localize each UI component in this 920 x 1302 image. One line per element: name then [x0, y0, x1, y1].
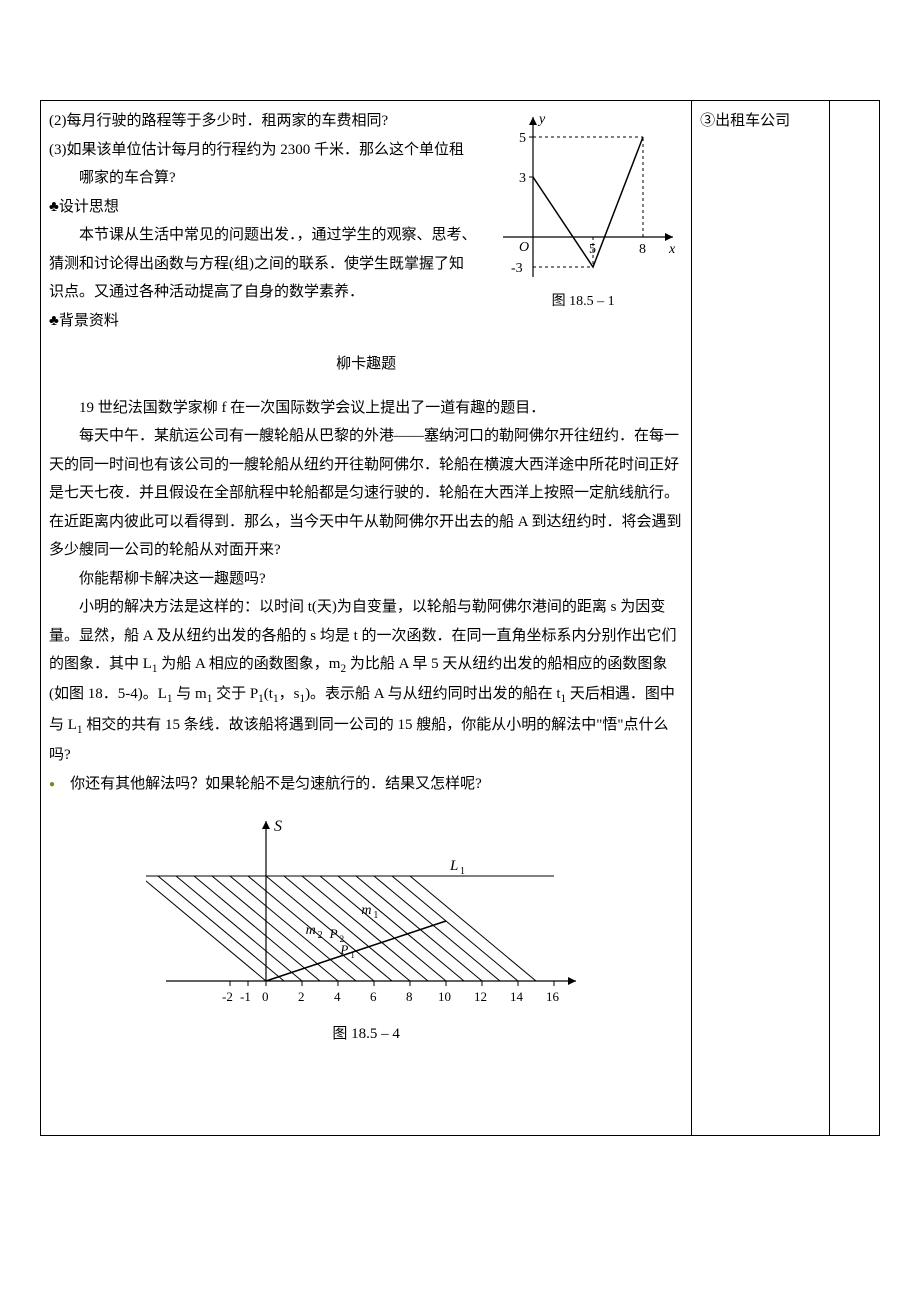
figure-1-wrap: y x O 5 3 -3 5 8 图 18.5 – 1	[483, 107, 683, 316]
svg-text:14: 14	[510, 989, 524, 1004]
svg-text:4: 4	[334, 989, 341, 1004]
svg-text:P: P	[339, 942, 348, 957]
background-p2: 每天中午．某航运公司有一艘轮船从巴黎的外港——塞纳河口的勒阿佛尔开往纽约．在每一…	[49, 422, 683, 565]
figure-2-caption: 图 18.5 – 4	[146, 1020, 586, 1049]
svg-text:8: 8	[639, 242, 646, 257]
svg-text:10: 10	[438, 989, 451, 1004]
svg-text:x: x	[668, 242, 676, 257]
svg-text:2: 2	[318, 930, 323, 941]
spacer	[49, 1049, 683, 1129]
bullet-dot-icon: ●	[49, 779, 55, 790]
svg-text:5: 5	[589, 242, 596, 257]
background-p5: ● 你还有其他解法吗？如果轮船不是匀速航行的．结果又怎样呢?	[49, 770, 683, 799]
side-cell-2	[829, 101, 879, 1136]
figure-2: -2-10246810121416SL1m1m2P2P1	[146, 806, 586, 1016]
svg-text:S: S	[274, 818, 282, 835]
svg-text:-3: -3	[511, 261, 523, 276]
svg-text:12: 12	[474, 989, 487, 1004]
document-table: yxO53-358 图 18.5 – 1 (2)每月行驶的路程等于多少时．租两家…	[40, 100, 880, 1136]
figure-1-caption: 图 18.5 – 1	[483, 289, 683, 316]
svg-text:5: 5	[519, 131, 526, 146]
figure-2-wrap: -2-10246810121416SL1m1m2P2P1 图 18.5 – 4	[146, 806, 586, 1049]
svg-text:1: 1	[373, 910, 378, 921]
svg-text:8: 8	[406, 989, 413, 1004]
svg-text:2: 2	[298, 989, 305, 1004]
svg-text:m: m	[306, 923, 316, 938]
svg-text:y: y	[537, 112, 546, 127]
bg-p4-j: 相交的共有 15 条线．故该船将遇到同一公司的 15 艘船，你能从小明的解法中"…	[49, 717, 669, 763]
svg-text:m: m	[361, 903, 371, 918]
bg-p4-d: 与 m	[173, 686, 207, 702]
svg-text:P: P	[329, 926, 338, 941]
figure-1: y x O 5 3 -3 5 8	[483, 107, 683, 287]
bg-p4-g: ，s	[279, 686, 300, 702]
svg-text:6: 6	[370, 989, 377, 1004]
main-cell: yxO53-358 图 18.5 – 1 (2)每月行驶的路程等于多少时．租两家…	[41, 101, 692, 1136]
bg-p5-text: 你还有其他解法吗？如果轮船不是匀速航行的．结果又怎样呢?	[70, 776, 482, 792]
svg-text:L: L	[449, 858, 458, 874]
svg-text:-2: -2	[222, 989, 233, 1004]
svg-text:1: 1	[350, 950, 355, 960]
svg-text:1: 1	[460, 866, 465, 877]
background-p4: 小明的解决方法是这样的：以时间 t(天)为自变量，以轮船与勒阿佛尔港间的距离 s…	[49, 593, 683, 770]
svg-text:16: 16	[546, 989, 560, 1004]
bg-p4-f: (t	[264, 686, 273, 702]
bg-p4-h: )。表示船 A 与从纽约同时出发的船在 t	[305, 686, 560, 702]
svg-text:3: 3	[519, 171, 526, 186]
side-note: ③出租车公司	[700, 113, 790, 129]
background-p3: 你能帮柳卡解决这一趣题吗?	[49, 565, 683, 594]
bg-p4-e: 交于 P	[212, 686, 258, 702]
bg-p4-b: 为船 A 相应的函数图象，m	[158, 656, 341, 672]
svg-text:-1: -1	[240, 989, 251, 1004]
svg-text:O: O	[519, 240, 529, 255]
side-cell-1: ③出租车公司	[692, 101, 830, 1136]
background-title: 柳卡趣题	[49, 350, 683, 379]
background-p1: 19 世纪法国数学家柳 f 在一次国际数学会议上提出了一道有趣的题目．	[49, 394, 683, 423]
svg-text:0: 0	[262, 989, 269, 1004]
